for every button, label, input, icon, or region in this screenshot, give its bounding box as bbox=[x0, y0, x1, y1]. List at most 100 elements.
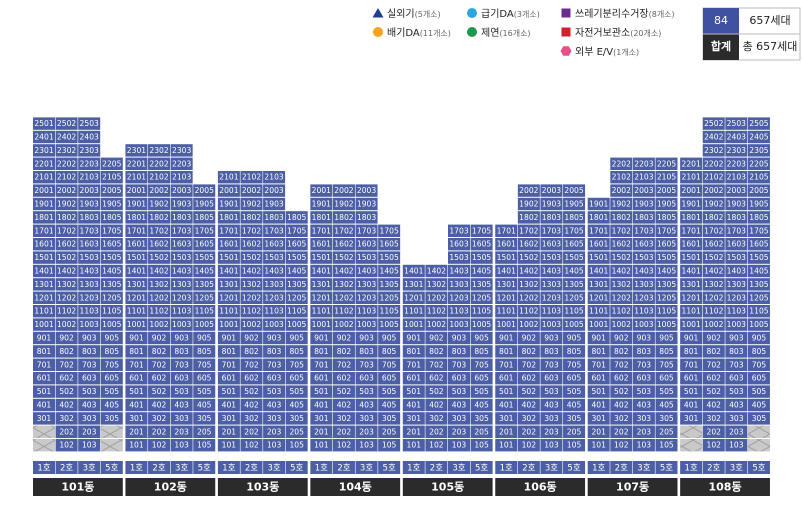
unit-cell bbox=[563, 305, 586, 318]
unit-label: 1402 bbox=[149, 267, 168, 276]
unit-cell bbox=[495, 385, 518, 398]
unit-cell bbox=[448, 439, 470, 452]
ho-label: 1호 bbox=[315, 464, 328, 474]
unit-cell bbox=[263, 439, 286, 452]
unit-cell bbox=[285, 372, 308, 385]
unit-cell bbox=[217, 264, 240, 278]
unit-cell bbox=[217, 291, 240, 304]
unit-cell bbox=[217, 425, 240, 438]
unit-label: 1602 bbox=[57, 240, 76, 249]
unit-label: 1505 bbox=[379, 253, 398, 262]
unit-label: 601 bbox=[407, 374, 422, 383]
unit-label: 1905 bbox=[657, 200, 676, 209]
unit-cell bbox=[655, 331, 678, 345]
unit-cell bbox=[33, 197, 55, 211]
building-name: 107동 bbox=[616, 481, 649, 494]
unit-cell bbox=[170, 345, 193, 358]
unit-cell bbox=[78, 385, 101, 398]
ho-cell bbox=[725, 461, 748, 474]
unit-cell bbox=[725, 171, 748, 184]
unit-cell bbox=[655, 224, 678, 237]
unit-cell bbox=[355, 358, 378, 371]
unit-label: 903 bbox=[729, 334, 744, 343]
unit-label: 2102 bbox=[704, 173, 723, 182]
unit-label: 1205 bbox=[657, 293, 676, 302]
unit-cell bbox=[125, 264, 148, 278]
unit-label: 2103 bbox=[727, 173, 746, 182]
unit-cell bbox=[448, 385, 470, 398]
unit-label: 1301 bbox=[219, 280, 238, 289]
unit-label: 2203 bbox=[80, 159, 99, 168]
unit-cell bbox=[587, 358, 610, 371]
unit-label: 905 bbox=[752, 334, 767, 343]
unit-cell bbox=[263, 398, 286, 412]
unit-label: 501 bbox=[314, 387, 329, 396]
unit-label: 1302 bbox=[612, 280, 631, 289]
unit-cell bbox=[170, 372, 193, 385]
unit-label: 105 bbox=[289, 441, 304, 450]
unit-cell bbox=[355, 318, 378, 331]
ho-label: 2호 bbox=[337, 464, 350, 474]
ho-label: 5호 bbox=[290, 464, 303, 474]
unit-cell bbox=[100, 251, 123, 264]
unit-cell bbox=[355, 197, 378, 211]
unit-label: 1302 bbox=[57, 280, 76, 289]
unit-label: 601 bbox=[37, 374, 52, 383]
building: 2301 2302 2303 2201 2202 2203 2101 2102 2103 2001… bbox=[125, 144, 216, 496]
unit-cell bbox=[55, 144, 78, 157]
unit-cell bbox=[655, 345, 678, 358]
unit-label: 1903 bbox=[172, 200, 191, 209]
unit-label: 2103 bbox=[264, 173, 283, 182]
unit-label: 1802 bbox=[242, 213, 261, 222]
unit-cell bbox=[632, 385, 655, 398]
unit-label: 305 bbox=[752, 414, 767, 423]
ho-cell bbox=[540, 461, 563, 474]
unit-cell bbox=[170, 251, 193, 264]
unit-label: 1503 bbox=[264, 253, 283, 262]
unit-label: 2002 bbox=[334, 186, 353, 195]
unit-cell bbox=[702, 385, 725, 398]
unit-cell bbox=[285, 385, 308, 398]
unit-label: 2002 bbox=[519, 186, 538, 195]
unit-label: 503 bbox=[544, 387, 559, 396]
unit-cell bbox=[563, 197, 586, 211]
unit-cell bbox=[125, 425, 148, 438]
unit-label: 702 bbox=[707, 360, 722, 369]
unit-label: 1402 bbox=[704, 267, 723, 276]
unit-label: 1101 bbox=[312, 307, 331, 316]
unit-cell bbox=[263, 171, 286, 184]
unit-cell bbox=[655, 385, 678, 398]
unit-cell bbox=[217, 224, 240, 237]
unit-cell bbox=[655, 372, 678, 385]
unavailable-cell bbox=[680, 439, 703, 452]
unit-cell bbox=[332, 224, 355, 237]
unit-label: 401 bbox=[591, 401, 606, 410]
unit-cell bbox=[725, 439, 748, 452]
unit-cell bbox=[125, 211, 148, 224]
ho-cell bbox=[217, 461, 240, 474]
unit-cell bbox=[285, 439, 308, 452]
unit-label: 1601 bbox=[497, 240, 516, 249]
unit-cell bbox=[425, 372, 448, 385]
unit-cell bbox=[702, 184, 725, 197]
unit-label: 1402 bbox=[57, 267, 76, 276]
building-name-bar bbox=[680, 478, 770, 496]
unit-label: 705 bbox=[289, 360, 304, 369]
unit-label: 2301 bbox=[127, 146, 146, 155]
unit-cell bbox=[33, 398, 55, 412]
unit-cell bbox=[33, 278, 55, 291]
legend-label: 실외기(5개소) bbox=[387, 8, 441, 20]
unit-cell bbox=[587, 251, 610, 264]
legend-name: 자전거보관소 bbox=[575, 27, 630, 39]
unit-cell bbox=[78, 224, 101, 237]
unit-cell bbox=[55, 412, 78, 425]
unit-cell bbox=[632, 358, 655, 371]
unit-label: 1601 bbox=[681, 240, 700, 249]
unit-label: 1501 bbox=[312, 253, 331, 262]
unit-cell bbox=[378, 291, 401, 304]
ho-label: 3호 bbox=[267, 464, 280, 474]
unit-label: 403 bbox=[174, 401, 189, 410]
unit-cell bbox=[517, 345, 540, 358]
unit-cell bbox=[747, 358, 770, 371]
